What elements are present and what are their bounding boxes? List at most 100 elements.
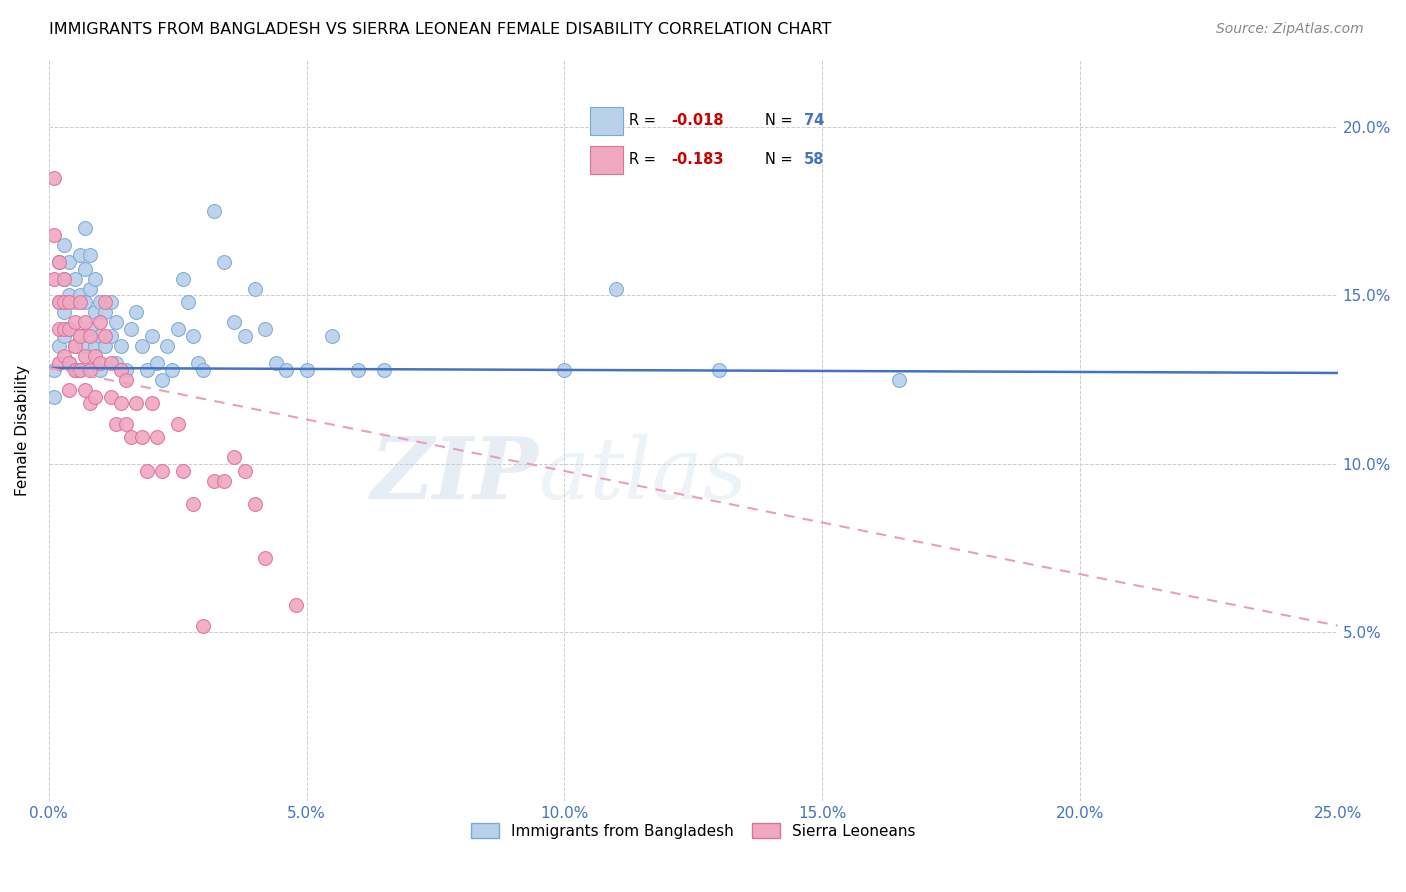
- Legend: Immigrants from Bangladesh, Sierra Leoneans: Immigrants from Bangladesh, Sierra Leone…: [465, 817, 921, 845]
- FancyBboxPatch shape: [589, 107, 623, 136]
- Point: [150, 373, 173, 387]
- Point: [187, 356, 209, 370]
- Point: [73, 261, 96, 276]
- Text: -0.183: -0.183: [671, 153, 724, 168]
- Point: [53, 322, 76, 336]
- Point: [69, 362, 91, 376]
- Point: [115, 362, 138, 376]
- Point: [84, 349, 107, 363]
- Point: [605, 282, 627, 296]
- Point: [202, 474, 225, 488]
- Point: [166, 322, 188, 336]
- Point: [89, 315, 111, 329]
- Point: [79, 248, 101, 262]
- Text: N =: N =: [765, 153, 797, 168]
- Point: [100, 329, 122, 343]
- Point: [166, 417, 188, 431]
- Point: [84, 390, 107, 404]
- Point: [172, 464, 194, 478]
- Point: [48, 254, 70, 268]
- Point: [58, 322, 80, 336]
- Point: [94, 339, 117, 353]
- Point: [73, 339, 96, 353]
- Text: R =: R =: [628, 113, 661, 128]
- Point: [69, 329, 91, 343]
- Point: [69, 248, 91, 262]
- Point: [110, 396, 132, 410]
- Point: [73, 221, 96, 235]
- Point: [172, 271, 194, 285]
- Point: [58, 295, 80, 310]
- Point: [58, 356, 80, 370]
- Point: [63, 315, 86, 329]
- Point: [347, 362, 370, 376]
- Text: Source: ZipAtlas.com: Source: ZipAtlas.com: [1216, 22, 1364, 37]
- Point: [100, 390, 122, 404]
- Point: [84, 271, 107, 285]
- Point: [115, 373, 138, 387]
- Point: [162, 362, 184, 376]
- Point: [100, 356, 122, 370]
- Point: [69, 329, 91, 343]
- Point: [89, 362, 111, 376]
- Point: [193, 618, 215, 632]
- Point: [135, 464, 157, 478]
- Text: atlas: atlas: [538, 434, 748, 516]
- Point: [193, 362, 215, 376]
- Point: [94, 295, 117, 310]
- Point: [889, 373, 911, 387]
- Point: [181, 329, 204, 343]
- Point: [73, 383, 96, 397]
- Point: [254, 551, 277, 566]
- Point: [202, 204, 225, 219]
- Point: [120, 430, 142, 444]
- Point: [110, 339, 132, 353]
- Point: [69, 362, 91, 376]
- Point: [73, 315, 96, 329]
- Point: [150, 464, 173, 478]
- Point: [58, 322, 80, 336]
- FancyBboxPatch shape: [589, 145, 623, 175]
- Point: [42, 170, 65, 185]
- Point: [243, 282, 266, 296]
- Point: [53, 305, 76, 319]
- Point: [254, 322, 277, 336]
- Point: [264, 356, 287, 370]
- Point: [53, 271, 76, 285]
- Point: [120, 322, 142, 336]
- Text: -0.018: -0.018: [671, 113, 724, 128]
- Point: [100, 295, 122, 310]
- Point: [274, 362, 297, 376]
- Point: [48, 356, 70, 370]
- Point: [94, 329, 117, 343]
- Point: [115, 417, 138, 431]
- Point: [104, 356, 127, 370]
- Point: [243, 497, 266, 511]
- Point: [131, 339, 153, 353]
- Point: [53, 271, 76, 285]
- Point: [69, 295, 91, 310]
- Point: [63, 271, 86, 285]
- Point: [104, 417, 127, 431]
- Point: [89, 295, 111, 310]
- Text: R =: R =: [628, 153, 661, 168]
- Point: [73, 349, 96, 363]
- Text: 74: 74: [804, 113, 824, 128]
- Point: [321, 329, 343, 343]
- Point: [110, 362, 132, 376]
- Point: [69, 288, 91, 302]
- Point: [79, 362, 101, 376]
- Point: [233, 329, 256, 343]
- Point: [48, 254, 70, 268]
- Point: [53, 295, 76, 310]
- Point: [48, 295, 70, 310]
- Point: [58, 383, 80, 397]
- Point: [53, 349, 76, 363]
- Point: [53, 238, 76, 252]
- Point: [63, 362, 86, 376]
- Text: IMMIGRANTS FROM BANGLADESH VS SIERRA LEONEAN FEMALE DISABILITY CORRELATION CHART: IMMIGRANTS FROM BANGLADESH VS SIERRA LEO…: [49, 22, 831, 37]
- Point: [156, 339, 179, 353]
- Point: [553, 362, 575, 376]
- Text: 58: 58: [804, 153, 825, 168]
- Point: [79, 362, 101, 376]
